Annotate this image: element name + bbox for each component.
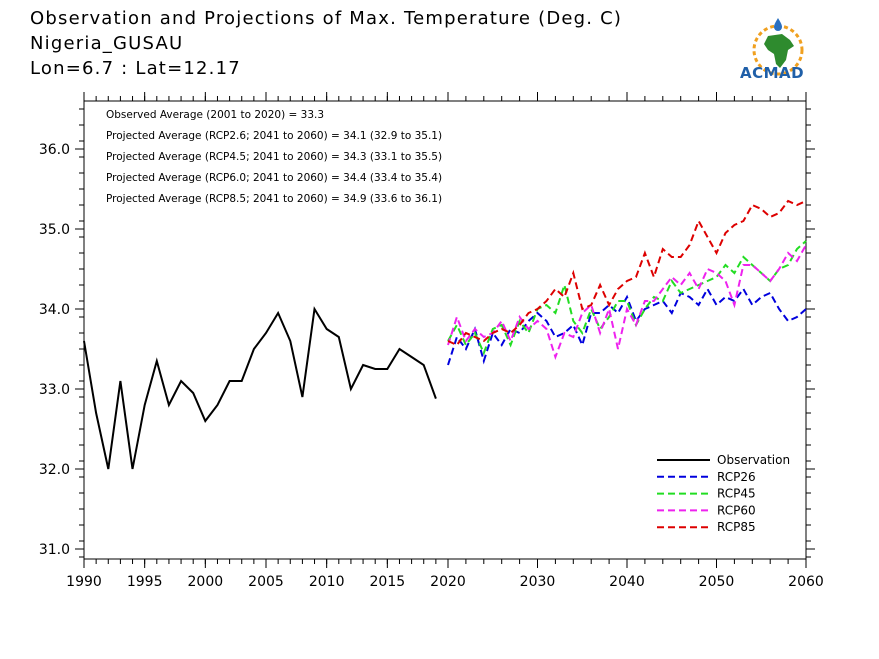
legend-label: RCP60 [717, 503, 756, 517]
series-line-rcp60 [447, 244, 807, 361]
legend: Observation RCP26 RCP45 RCP60 RCP85 [657, 453, 790, 534]
annotation-line: Projected Average (RCP2.6; 2041 to 2060)… [106, 130, 442, 142]
x-tick-label: 2000 [188, 574, 224, 590]
logo-text: ACMAD [740, 64, 805, 82]
annotation-line: Observed Average (2001 to 2020) = 33.3 [106, 109, 324, 121]
series-line-rcp45 [447, 240, 807, 356]
x-tick-label: 2010 [309, 574, 345, 590]
legend-label: Observation [717, 453, 790, 467]
y-tick-label: 33.0 [39, 382, 70, 398]
annotation-line: Projected Average (RCP8.5; 2041 to 2060)… [106, 193, 442, 205]
y-tick-label: 36.0 [39, 142, 70, 158]
legend-label: RCP85 [717, 520, 756, 534]
legend-label: RCP26 [717, 470, 756, 484]
plot-frame [83, 100, 807, 560]
y-tick-label: 34.0 [39, 302, 70, 318]
x-tick-label: 2015 [370, 574, 406, 590]
x-tick-label: 2005 [248, 574, 284, 590]
x-tick-label: 1990 [66, 574, 102, 590]
axis-ticks: 31.0 32.0 33.0 34.0 35.0 36.0 1990 1995 2000 2005… [39, 92, 824, 590]
x-tick-label: 1995 [127, 574, 163, 590]
y-tick-label: 31.0 [39, 542, 70, 558]
legend-label: RCP45 [717, 487, 756, 501]
x-tick-label: 2050 [699, 574, 735, 590]
coordinates-label: Lon=6.7 : Lat=12.17 [30, 58, 241, 79]
location-name: Nigeria_GUSAU [30, 33, 184, 54]
y-tick-label: 35.0 [39, 222, 70, 238]
annotation-line: Projected Average (RCP4.5; 2041 to 2060)… [106, 151, 442, 163]
africa-map-icon [752, 18, 804, 76]
x-tick-label: 2020 [430, 574, 466, 590]
annotation-line: Projected Average (RCP6.0; 2041 to 2060)… [106, 172, 442, 184]
chart-title: Observation and Projections of Max. Temp… [30, 8, 623, 29]
x-tick-label: 2060 [788, 574, 824, 590]
series-line-observation [83, 306, 437, 470]
series-line-rcp85 [447, 199, 807, 347]
y-tick-label: 32.0 [39, 462, 70, 478]
x-tick-label: 2030 [520, 574, 556, 590]
x-tick-label: 2040 [609, 574, 645, 590]
annotation-block: Observed Average (2001 to 2020) = 33.3 Pr… [106, 109, 442, 205]
series-lines [83, 199, 807, 470]
